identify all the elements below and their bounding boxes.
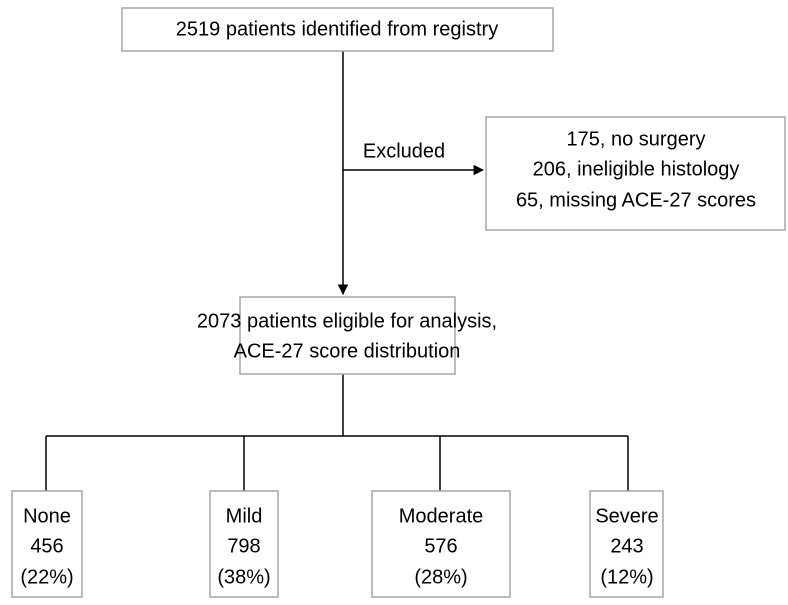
- excluded-label: Excluded: [363, 140, 445, 162]
- exclusion-box: [485, 116, 786, 231]
- eligible-box: [239, 296, 456, 375]
- group-label: Moderate: [399, 505, 484, 527]
- group-label: None: [23, 505, 71, 527]
- registry-label: 2519 patients identified from registry: [176, 18, 498, 40]
- group-percent: (38%): [217, 566, 270, 588]
- group-label: Mild: [226, 505, 263, 527]
- exclusion-reason: 65, missing ACE-27 scores: [516, 189, 756, 211]
- group-box: [371, 490, 511, 598]
- group-label: Severe: [595, 505, 658, 527]
- group-count: 456: [30, 535, 63, 557]
- group-count: 576: [424, 535, 457, 557]
- group-box: [589, 490, 664, 598]
- eligible-line: 2073 patients eligible for analysis,: [197, 310, 497, 332]
- group-percent: (22%): [20, 566, 73, 588]
- group-box: [11, 490, 83, 598]
- exclusion-reason: 175, no surgery: [567, 128, 706, 150]
- group-count: 243: [610, 535, 643, 557]
- eligible-line: ACE-27 score distribution: [234, 340, 461, 362]
- group-count: 798: [227, 535, 260, 557]
- registry-box: [121, 7, 554, 52]
- group-percent: (28%): [414, 566, 467, 588]
- group-percent: (12%): [600, 566, 653, 588]
- group-box: [209, 490, 279, 598]
- exclusion-reason: 206, ineligible histology: [533, 158, 740, 180]
